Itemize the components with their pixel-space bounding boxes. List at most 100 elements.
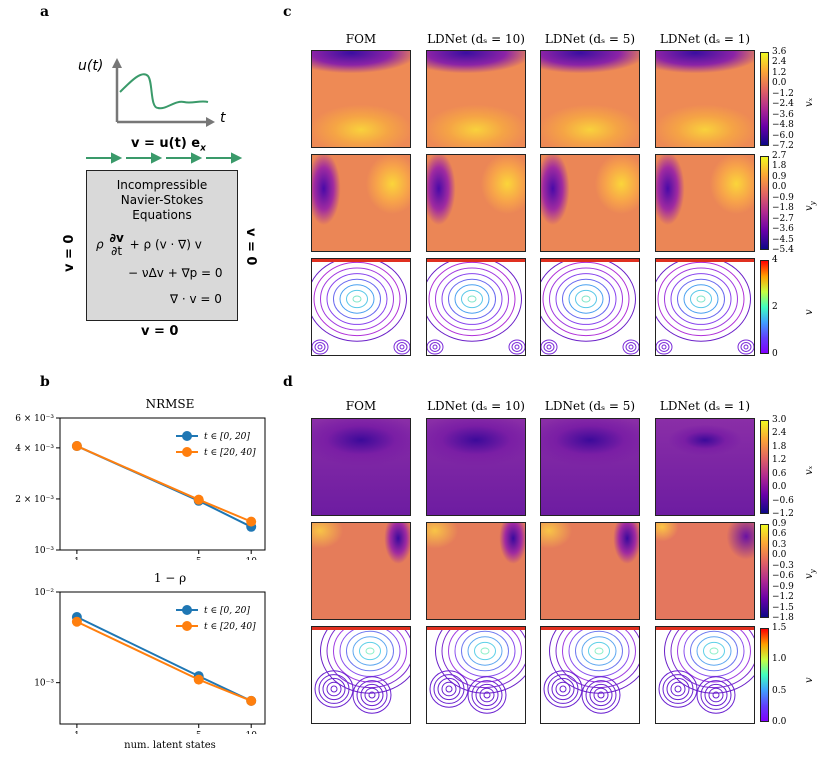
chart-corr-title: 1 − ρ: [153, 571, 187, 585]
panel-label-c: c: [283, 4, 292, 20]
vx-field-3: [655, 418, 755, 516]
streamline: [441, 273, 503, 325]
y-tick-label: 10⁻³: [34, 546, 54, 556]
x-tick-label: 5: [196, 557, 202, 560]
streamline: [448, 627, 522, 683]
data-point: [71, 616, 82, 627]
streamline: [581, 676, 621, 714]
streamline: [674, 685, 682, 693]
streamline: [483, 691, 491, 699]
streamline: [551, 677, 575, 701]
colorbar-tick: 3.0: [772, 415, 787, 425]
streamline: [709, 647, 719, 655]
colorbar-tick: 0.6: [772, 468, 787, 479]
streamline: [427, 339, 444, 355]
streamline-plot: [312, 627, 410, 723]
domain-box: [86, 170, 238, 321]
vy-field-1: [426, 522, 526, 620]
colorbar-tick: 0.0: [772, 182, 787, 193]
data-point: [193, 674, 204, 685]
column-title-2: LDNet (dₛ = 5): [544, 32, 636, 46]
streamline: [396, 342, 408, 352]
colorbar-tick: −5.4: [772, 245, 794, 255]
inflow-bc-label: v = u(t) ex: [131, 136, 206, 154]
colorbar-tick: 0.9: [772, 519, 787, 529]
colorbar-tick: −0.6: [772, 571, 794, 582]
colorbar-tick: 0: [772, 349, 778, 359]
streamline: [474, 641, 496, 661]
streamline: [360, 683, 384, 707]
inflow-arrows: [86, 152, 243, 164]
streamline: [318, 674, 350, 704]
streamline: [696, 676, 736, 714]
y-tick-label: 6 × 10⁻³: [15, 414, 54, 424]
streamline: [670, 681, 686, 697]
plot-frame: [59, 591, 266, 725]
streamline: [743, 344, 749, 350]
streamline: [314, 670, 354, 708]
streamline: [326, 627, 410, 689]
streamline: [625, 342, 637, 352]
chart-nrmse-title: NRMSE: [145, 397, 195, 411]
vy-field-2: [540, 522, 640, 620]
colorbar-v_y: [760, 156, 769, 250]
streamline: [317, 344, 323, 350]
streamline: [330, 685, 338, 693]
streamline: [543, 342, 555, 352]
streamline: [467, 676, 507, 714]
streamline: [588, 641, 610, 661]
colorbar-tick: 0.0: [772, 78, 787, 89]
colorbar-tick: 1.2: [772, 67, 787, 78]
chart-nrmse: 1 5 10 6 × 10⁻³ 4 × 10⁻³ 2 × 10⁻³ 10⁻³ t ∈ [0, …: [15, 414, 266, 560]
panel-label-b: b: [40, 374, 50, 390]
streamline: [547, 674, 579, 704]
x-tick-label: 1: [74, 731, 80, 734]
colorbar-label-v: v: [804, 309, 815, 315]
streamline: [429, 342, 441, 352]
streamline: [346, 630, 394, 672]
panel-label-d: d: [283, 374, 293, 390]
streamline: [441, 681, 457, 697]
y-tick-label: 2 × 10⁻³: [15, 495, 54, 505]
y-tick-label: 10⁻²: [34, 588, 54, 598]
colorbar-tick: 1.8: [772, 161, 787, 172]
colorbar-tick: 0.3: [772, 539, 787, 550]
colorbar-tick: −0.9: [772, 581, 794, 592]
streamline: [559, 685, 567, 693]
inflow-profile-plot: [112, 58, 215, 127]
y-tick-label: 4 × 10⁻³: [15, 444, 54, 454]
streamline-plot: [427, 627, 525, 723]
streamline: [696, 636, 732, 666]
streamline: [433, 674, 465, 704]
streamline: [666, 677, 690, 701]
colorbar-tick: 1.8: [772, 441, 787, 452]
column-title-0: FOM: [345, 399, 377, 413]
colorbar-tick: 0.6: [772, 529, 787, 540]
streamline: [740, 342, 752, 352]
streamline: [511, 342, 523, 352]
streamline: [696, 295, 706, 303]
streamline: [737, 339, 754, 355]
inflow-curve: [119, 73, 209, 110]
colorbar-tick: 0.9: [772, 171, 787, 182]
streamline: [568, 284, 604, 314]
colorbar-tick: −6.0: [772, 130, 794, 141]
streamline: [555, 273, 617, 325]
streamline: [581, 636, 617, 666]
streamline: [467, 636, 503, 666]
streamline: [594, 647, 604, 655]
streamline: [662, 674, 694, 704]
streamline: [581, 295, 591, 303]
plot-frame: [59, 417, 266, 551]
colorbar-v_x: [760, 420, 769, 514]
x-tick-label: 1: [74, 557, 80, 560]
y-tick-label: 10⁻³: [34, 679, 54, 689]
speed-streamlines-1: [426, 258, 526, 356]
legend-marker: [182, 447, 192, 457]
legend-label: t ∈ [20, 40]: [204, 448, 256, 458]
streamline: [313, 261, 401, 337]
column-title-2: LDNet (dₛ = 5): [544, 399, 636, 413]
data-point: [71, 441, 82, 452]
colorbar-tick: −4.5: [772, 234, 794, 245]
streamline: [326, 681, 342, 697]
